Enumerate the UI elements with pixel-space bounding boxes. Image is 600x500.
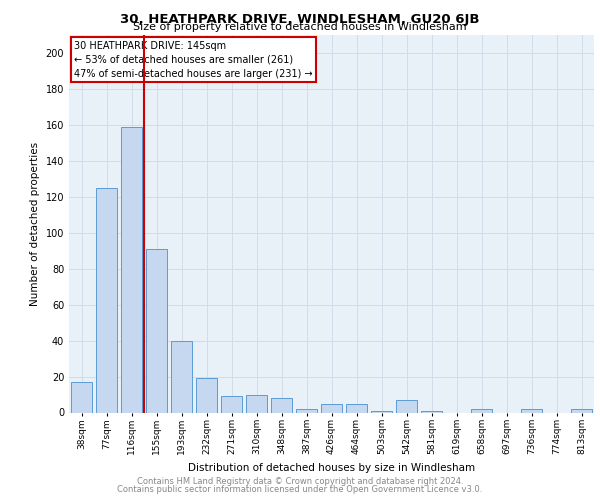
Bar [421,410,442,412]
Bar [246,394,267,412]
Bar [221,396,242,412]
Bar [371,410,392,412]
Bar [271,398,292,412]
Bar [296,409,317,412]
Text: 30 HEATHPARK DRIVE: 145sqm
← 53% of detached houses are smaller (261)
47% of sem: 30 HEATHPARK DRIVE: 145sqm ← 53% of deta… [74,40,313,78]
Bar [471,409,492,412]
Bar [346,404,367,412]
Bar [571,409,592,412]
X-axis label: Distribution of detached houses by size in Windlesham: Distribution of detached houses by size … [188,463,475,473]
Bar [396,400,417,412]
Bar [196,378,217,412]
Bar [321,404,342,412]
Bar [146,249,167,412]
Text: Contains HM Land Registry data © Crown copyright and database right 2024.: Contains HM Land Registry data © Crown c… [137,477,463,486]
Text: Size of property relative to detached houses in Windlesham: Size of property relative to detached ho… [133,22,467,32]
Bar [96,188,117,412]
Bar [171,340,192,412]
Y-axis label: Number of detached properties: Number of detached properties [30,142,40,306]
Bar [71,382,92,412]
Bar [121,126,142,412]
Text: Contains public sector information licensed under the Open Government Licence v3: Contains public sector information licen… [118,485,482,494]
Bar [521,409,542,412]
Text: 30, HEATHPARK DRIVE, WINDLESHAM, GU20 6JB: 30, HEATHPARK DRIVE, WINDLESHAM, GU20 6J… [120,12,480,26]
